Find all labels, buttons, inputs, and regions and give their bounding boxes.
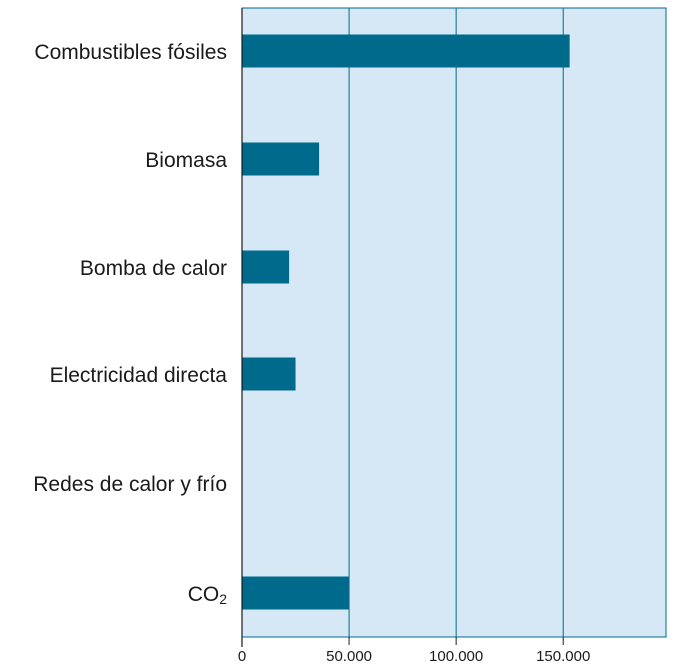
bar[interactable] — [242, 576, 350, 610]
category-label: CO2 — [188, 583, 228, 607]
x-tick-label: 50.000 — [326, 648, 372, 665]
category-label: Redes de calor y frío — [33, 473, 227, 496]
bar[interactable] — [242, 357, 296, 391]
bar[interactable] — [242, 34, 570, 68]
category-label: Electricidad directa — [50, 364, 228, 387]
category-label: Biomasa — [145, 149, 227, 172]
bar[interactable] — [242, 250, 290, 284]
plot-background — [242, 8, 666, 637]
bar[interactable] — [242, 142, 320, 176]
x-tick-label: 150.000 — [536, 648, 590, 665]
x-tick-label: 100.000 — [429, 648, 483, 665]
category-label: Combustibles fósiles — [34, 41, 227, 64]
x-tick-label: 0 — [238, 648, 246, 665]
category-label: Bomba de calor — [80, 257, 227, 280]
